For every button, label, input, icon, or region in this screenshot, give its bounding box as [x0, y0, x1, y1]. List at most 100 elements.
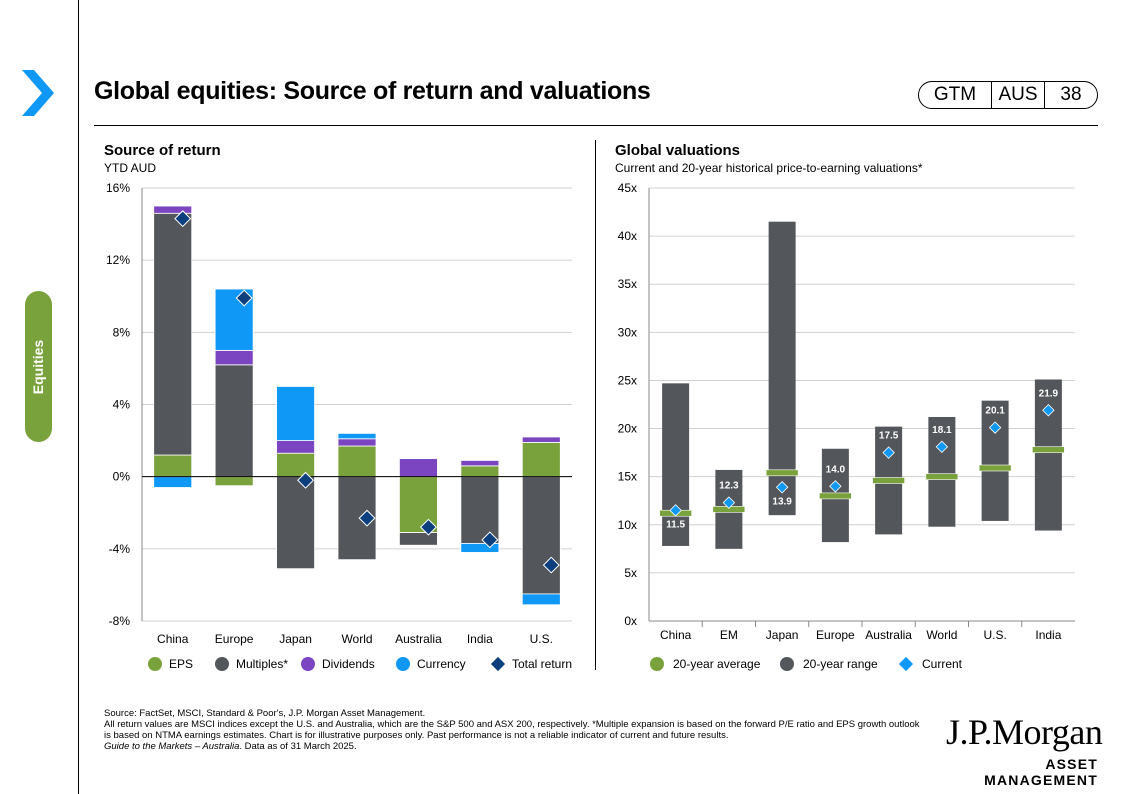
y-tick-label: 30x: [618, 325, 637, 339]
eps-bar: [337, 445, 377, 478]
page-badge: GTM AUS 38: [918, 81, 1098, 109]
current-value-label: 14.0: [826, 464, 846, 475]
jpmorgan-logo: J.P.Morgan ASSET MANAGEMENT: [946, 712, 1103, 788]
badge-gtm: GTM: [919, 82, 992, 108]
chart1-title: Source of return: [104, 142, 221, 159]
legend-marker: [215, 657, 229, 671]
average-marker: [765, 469, 799, 477]
legend-label: 20-year range: [803, 657, 878, 671]
chart-divider: [595, 140, 596, 670]
chevron-right-icon: [22, 70, 54, 116]
title-rule: [94, 125, 1098, 126]
logo-subtitle: ASSET MANAGEMENT: [984, 756, 1098, 788]
x-tick-label: World: [926, 628, 957, 642]
page-title: Global equities: Source of return and va…: [94, 77, 651, 105]
x-tick-label: Japan: [766, 628, 799, 642]
dividends-bar: [460, 460, 500, 467]
range-bar: [1034, 379, 1062, 531]
y-tick-label: 0x: [624, 614, 637, 628]
footnote-details: All return values are MSCI indices excep…: [104, 719, 920, 741]
current-value-label: 13.9: [772, 496, 792, 507]
dividends-bar: [337, 438, 377, 447]
source-of-return-chart: -8% -4% 0% 4% 8% 12% 16% China Europe Japan World A…: [106, 181, 572, 672]
x-tick-label: World: [341, 632, 372, 646]
legend-marker: [396, 657, 410, 671]
legend-label: Total return: [512, 657, 572, 671]
footnote-guide-date: . Data as of 31 March 2025.: [239, 741, 357, 752]
range-bar: [768, 221, 796, 516]
current-value-label: 18.1: [932, 425, 952, 436]
currency-bar: [521, 593, 561, 606]
multiples-bar: [399, 532, 438, 546]
currency-bar: [460, 543, 500, 553]
y-tick-label: 40x: [618, 229, 637, 243]
chart2-subtitle: Current and 20-year historical price-to-…: [615, 161, 923, 175]
total-return-marker: [297, 471, 315, 489]
x-tick-label: India: [467, 632, 493, 646]
x-tick-label: China: [157, 632, 189, 646]
x-tick-label: India: [1035, 628, 1061, 642]
total-return-marker: [481, 531, 499, 549]
range-bar: [981, 400, 1009, 521]
average-marker: [1032, 446, 1065, 454]
y-tick-label: 0%: [113, 470, 131, 484]
current-value-label: 17.5: [879, 431, 899, 442]
eps-bar: [276, 452, 315, 478]
eps-bar: [153, 454, 193, 478]
current-marker: [1042, 404, 1055, 417]
logo-name: J.P.Morgan: [946, 712, 1103, 752]
x-tick-label: Japan: [279, 632, 312, 646]
average-marker: [872, 477, 905, 484]
y-tick-label: 4%: [113, 398, 131, 412]
current-marker: [935, 440, 949, 454]
y-tick-label: 16%: [106, 181, 130, 195]
dividends-bar: [153, 205, 193, 214]
y-tick-label: 45x: [618, 181, 637, 195]
current-value-label: 12.3: [719, 481, 739, 492]
legend-marker-total-return: [490, 656, 506, 672]
current-marker: [882, 446, 895, 459]
total-return-marker: [419, 518, 437, 536]
current-value-label: 11.5: [666, 519, 685, 530]
legend-label: 20-year average: [673, 657, 761, 671]
legend-label: Dividends: [322, 657, 375, 671]
legend-label: Current: [922, 657, 963, 671]
current-marker: [722, 496, 736, 509]
y-tick-label: 35x: [618, 277, 637, 291]
average-marker: [819, 492, 852, 500]
legend-marker: [780, 657, 794, 671]
range-bar: [928, 417, 956, 527]
total-return-marker: [542, 556, 560, 574]
x-tick-label: U.S.: [983, 628, 1006, 642]
chart1-subtitle: YTD AUD: [104, 161, 157, 175]
badge-region: AUS: [992, 82, 1045, 108]
x-tick-label: EM: [720, 628, 738, 642]
y-tick-label: -8%: [109, 614, 131, 628]
current-marker: [775, 481, 789, 494]
current-value-label: 21.9: [1039, 388, 1059, 399]
average-marker: [978, 464, 1012, 472]
dividends-bar: [214, 349, 254, 366]
y-tick-label: 10x: [618, 518, 637, 532]
chart2-title: Global valuations: [615, 142, 741, 159]
total-return-marker: [235, 289, 253, 307]
legend-marker: [148, 657, 162, 671]
multiples-bar: [153, 212, 193, 456]
global-valuations-chart: 0x 5x 10x 15x 20x 25x 30x 35x 40x 45x 11.5 China 12.…: [618, 181, 1075, 672]
legend-marker-current: [898, 656, 914, 672]
legend-marker: [650, 657, 664, 671]
range-bar: [662, 383, 690, 546]
left-margin-rule: [78, 0, 79, 794]
y-tick-label: 20x: [618, 422, 637, 436]
y-tick-label: 5x: [624, 566, 637, 580]
currency-bar: [276, 386, 315, 441]
eps-bar: [399, 476, 438, 533]
footnote-source: Source: FactSet, MSCI, Standard & Poor's…: [104, 708, 426, 719]
current-value-label: 20.1: [985, 406, 1005, 417]
y-tick-label: 25x: [618, 373, 637, 387]
legend-label: EPS: [169, 657, 193, 671]
multiples-bar: [214, 364, 254, 478]
side-tab-label: Equities: [30, 339, 47, 394]
side-tab[interactable]: [25, 291, 52, 442]
eps-bar: [521, 441, 561, 478]
